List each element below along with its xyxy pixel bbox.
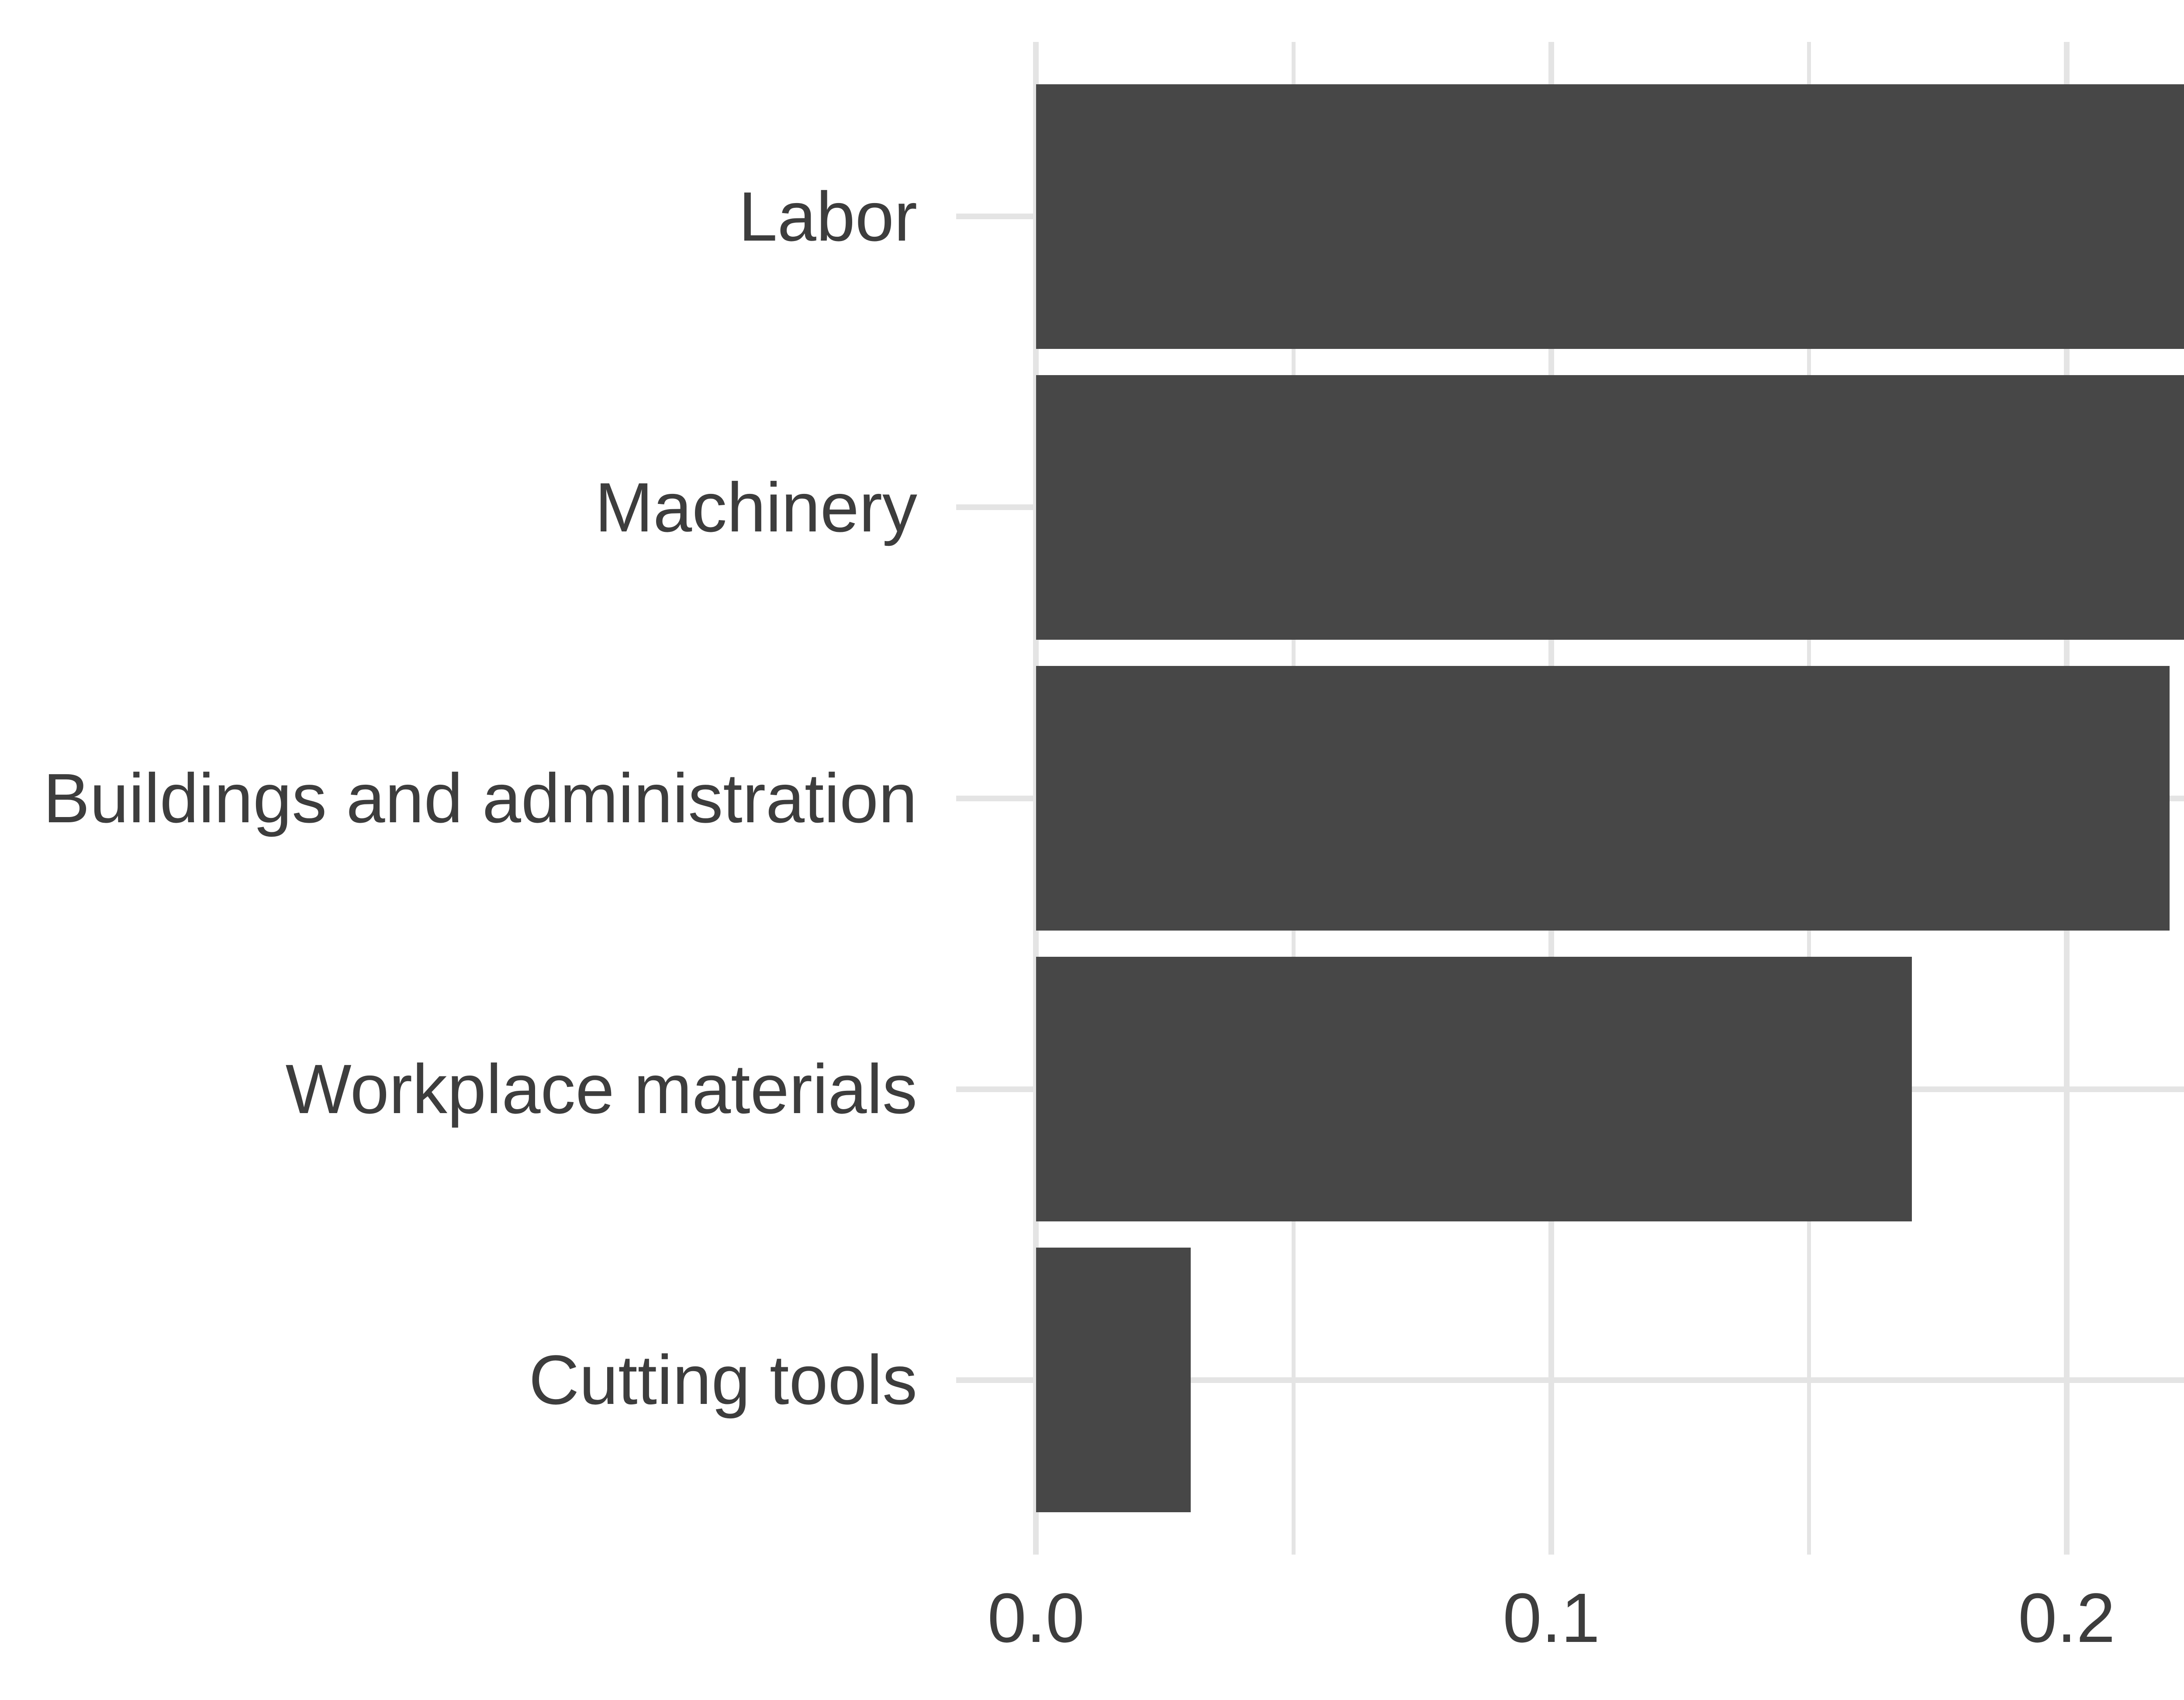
bar-machinery — [1036, 375, 2184, 640]
y-axis-label: Machinery — [594, 468, 917, 546]
y-axis-label: Cutting tools — [529, 1341, 917, 1419]
bar-cutting-tools — [1036, 1248, 1191, 1513]
bar-labor — [1036, 84, 2184, 349]
x-tick-label: 0.1 — [1503, 1579, 1600, 1657]
x-tick-label: 0.2 — [2018, 1579, 2115, 1657]
y-major-gridline — [956, 1377, 2184, 1383]
bar-buildings-and-administration — [1036, 666, 2170, 931]
y-axis-label: Buildings and administration — [43, 759, 917, 837]
bar-workplace-materials — [1036, 957, 1912, 1222]
y-axis-label: Workplace materials — [285, 1050, 917, 1128]
x-tick-label: 0.0 — [987, 1579, 1085, 1657]
y-axis-label: Labor — [738, 177, 917, 255]
